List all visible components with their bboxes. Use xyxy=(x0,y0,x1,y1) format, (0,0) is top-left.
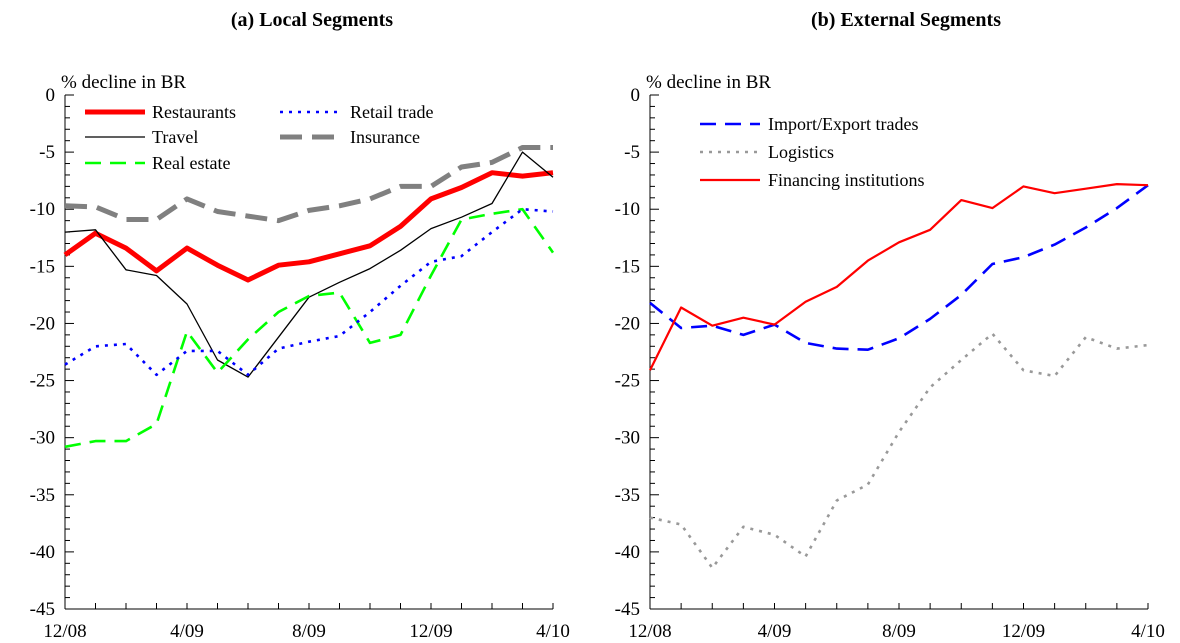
legend-label: Logistics xyxy=(768,142,834,162)
y-tick-label: -35 xyxy=(615,485,640,506)
y-tick-label: 0 xyxy=(46,85,56,106)
x-tick-label: 12/08 xyxy=(628,621,671,642)
y-tick-label: -10 xyxy=(30,199,55,220)
x-tick-label: 12/09 xyxy=(1002,621,1045,642)
x-tick-label: 8/09 xyxy=(882,621,916,642)
legend-label: Insurance xyxy=(350,127,420,147)
series-line-import-export-trades xyxy=(649,184,1149,352)
y-tick-label: -25 xyxy=(615,371,640,392)
y-tick-label: -15 xyxy=(615,256,640,277)
x-tick-label: 4/09 xyxy=(758,621,792,642)
legend-label: Travel xyxy=(152,127,198,147)
series-line-logistics xyxy=(649,332,1149,570)
series-line-travel xyxy=(64,151,554,378)
x-tick-label: 4/10 xyxy=(536,621,570,642)
y-tick-label: -30 xyxy=(30,428,55,449)
y-axis-label: % decline in BR xyxy=(61,72,186,93)
x-tick-label: 12/09 xyxy=(409,621,452,642)
legend-label: Retail trade xyxy=(350,102,433,122)
legend-label: Financing institutions xyxy=(768,170,925,190)
y-tick-label: -40 xyxy=(615,542,640,563)
series-line-real-estate xyxy=(64,207,555,449)
chart-a-title: (a) Local Segments xyxy=(231,9,393,31)
legend-label: Real estate xyxy=(152,153,230,173)
y-tick-label: -45 xyxy=(615,599,640,620)
x-tick-label: 4/09 xyxy=(170,621,204,642)
x-tick-label: 4/10 xyxy=(1131,621,1165,642)
y-tick-label: 0 xyxy=(631,85,641,106)
y-tick-label: -25 xyxy=(30,371,55,392)
y-tick-label: -5 xyxy=(39,142,55,163)
y-tick-label: -30 xyxy=(615,428,640,449)
chart-b-title: (b) External Segments xyxy=(811,9,1001,31)
series-line-financing-institutions xyxy=(649,183,1149,371)
y-axis-label: % decline in BR xyxy=(646,72,771,93)
series-line-retail-trade xyxy=(64,207,554,377)
x-tick-label: 8/09 xyxy=(292,621,326,642)
y-tick-label: -20 xyxy=(30,313,55,334)
y-tick-label: -20 xyxy=(615,313,640,334)
y-tick-label: -45 xyxy=(30,599,55,620)
legend-label: Import/Export trades xyxy=(768,114,918,134)
series-line-insurance xyxy=(64,145,553,224)
y-tick-label: -35 xyxy=(30,485,55,506)
y-tick-label: -15 xyxy=(30,256,55,277)
series-line-restaurants xyxy=(63,170,554,283)
legend-label: Restaurants xyxy=(152,102,236,122)
y-tick-label: -10 xyxy=(615,199,640,220)
y-tick-label: -40 xyxy=(30,542,55,563)
x-tick-label: 12/08 xyxy=(43,621,86,642)
y-tick-label: -5 xyxy=(624,142,640,163)
